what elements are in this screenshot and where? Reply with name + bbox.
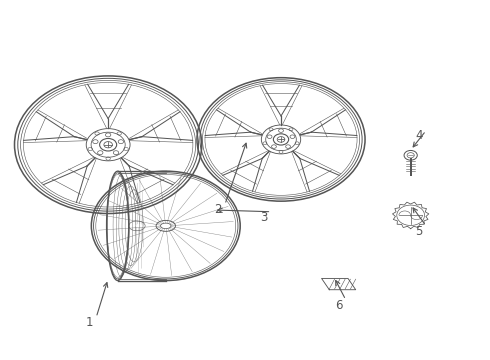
Text: 6: 6	[335, 299, 343, 312]
Text: 3: 3	[261, 211, 268, 224]
Text: 4: 4	[415, 129, 422, 143]
Text: 2: 2	[214, 203, 221, 216]
Text: 5: 5	[415, 225, 422, 238]
Text: 1: 1	[85, 316, 93, 329]
